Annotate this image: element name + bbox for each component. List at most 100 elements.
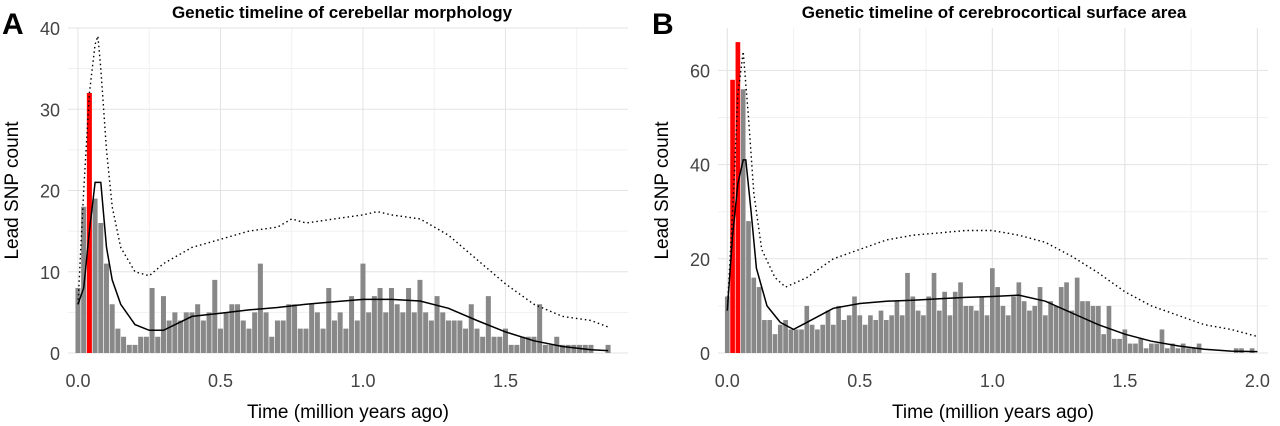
y-tick-label: 0 (700, 344, 710, 364)
bar (846, 315, 852, 353)
bar (1175, 348, 1181, 353)
bar (126, 344, 132, 353)
bar (868, 315, 873, 353)
bar (1005, 315, 1011, 353)
bar (1027, 310, 1032, 353)
bar (451, 320, 457, 353)
bar (297, 328, 303, 353)
bar (394, 304, 400, 353)
panel-b: B Genetic timeline of cerebrocortical su… (652, 3, 1270, 423)
bar (149, 288, 155, 353)
bar (746, 221, 751, 353)
bar (337, 312, 343, 353)
bar (440, 312, 446, 353)
bar (1122, 329, 1128, 353)
bar (178, 320, 184, 353)
bar (314, 312, 320, 353)
x-tick-label: 0.5 (847, 371, 872, 391)
bar (793, 329, 799, 353)
bar (474, 328, 480, 353)
bar (172, 312, 178, 353)
bar (852, 296, 857, 353)
bar (1127, 343, 1133, 353)
bar (468, 304, 474, 353)
bar (565, 344, 571, 353)
y-tick-label: 20 (690, 250, 710, 270)
bar (1191, 348, 1197, 353)
bar (1037, 287, 1043, 353)
bar (514, 344, 520, 353)
bar (825, 310, 831, 353)
bar (963, 305, 969, 353)
bar (1117, 338, 1122, 353)
bar (200, 320, 206, 353)
bar (406, 288, 412, 353)
bar (1164, 348, 1170, 353)
bar (263, 312, 269, 353)
bar (388, 288, 394, 353)
bar (217, 328, 223, 353)
bar (189, 312, 195, 353)
bar (605, 344, 611, 353)
bar (931, 272, 937, 353)
bar (926, 296, 932, 353)
bar (751, 277, 757, 353)
bar (246, 328, 252, 353)
bar (883, 320, 889, 353)
bar (166, 320, 172, 353)
x-tick-label: 1.0 (980, 371, 1005, 391)
bar (92, 198, 98, 353)
smooth-line (726, 159, 1258, 353)
bar (915, 310, 921, 353)
bar (98, 223, 104, 353)
highlight-bar (730, 79, 735, 354)
bar (762, 320, 767, 353)
bar (502, 328, 508, 353)
bar (428, 320, 434, 353)
bar (1069, 310, 1075, 353)
bar (942, 291, 947, 353)
bar (799, 329, 804, 353)
bar (1111, 338, 1117, 353)
bar (525, 336, 531, 353)
bar (958, 282, 963, 353)
bar (804, 305, 810, 353)
bar (979, 296, 985, 353)
bar (1101, 334, 1106, 353)
smooth-line (77, 181, 609, 352)
bar (1096, 305, 1101, 353)
bar (1143, 348, 1149, 353)
panel-b-title: Genetic timeline of cerebrocortical surf… (802, 3, 1187, 22)
bar (894, 301, 900, 353)
bar (1043, 315, 1048, 353)
bar (360, 263, 366, 353)
bar (183, 312, 189, 353)
bar (788, 329, 794, 353)
bar (292, 304, 298, 353)
x-axis-label: Time (million years ago) (247, 402, 449, 423)
bar (1138, 338, 1144, 353)
bar (206, 312, 212, 353)
bar (974, 310, 979, 353)
y-tick-label: 0 (50, 344, 60, 364)
bar (463, 328, 469, 353)
bar (1016, 282, 1022, 353)
bar (423, 312, 429, 353)
bar (371, 296, 377, 353)
y-tick-label: 40 (40, 19, 60, 39)
y-tick-label: 30 (40, 100, 60, 120)
bar (269, 336, 275, 353)
bar (756, 287, 762, 353)
bar (1090, 305, 1096, 353)
bar (767, 320, 773, 353)
bar (457, 320, 463, 353)
bar (229, 304, 235, 353)
bar (212, 279, 218, 353)
y-tick-label: 20 (40, 182, 60, 202)
panel-b-letter: B (652, 8, 674, 41)
bar (115, 328, 121, 353)
bar (995, 287, 1000, 353)
x-tick-label: 0.0 (65, 371, 90, 391)
bar (480, 336, 486, 353)
bar (542, 344, 548, 353)
